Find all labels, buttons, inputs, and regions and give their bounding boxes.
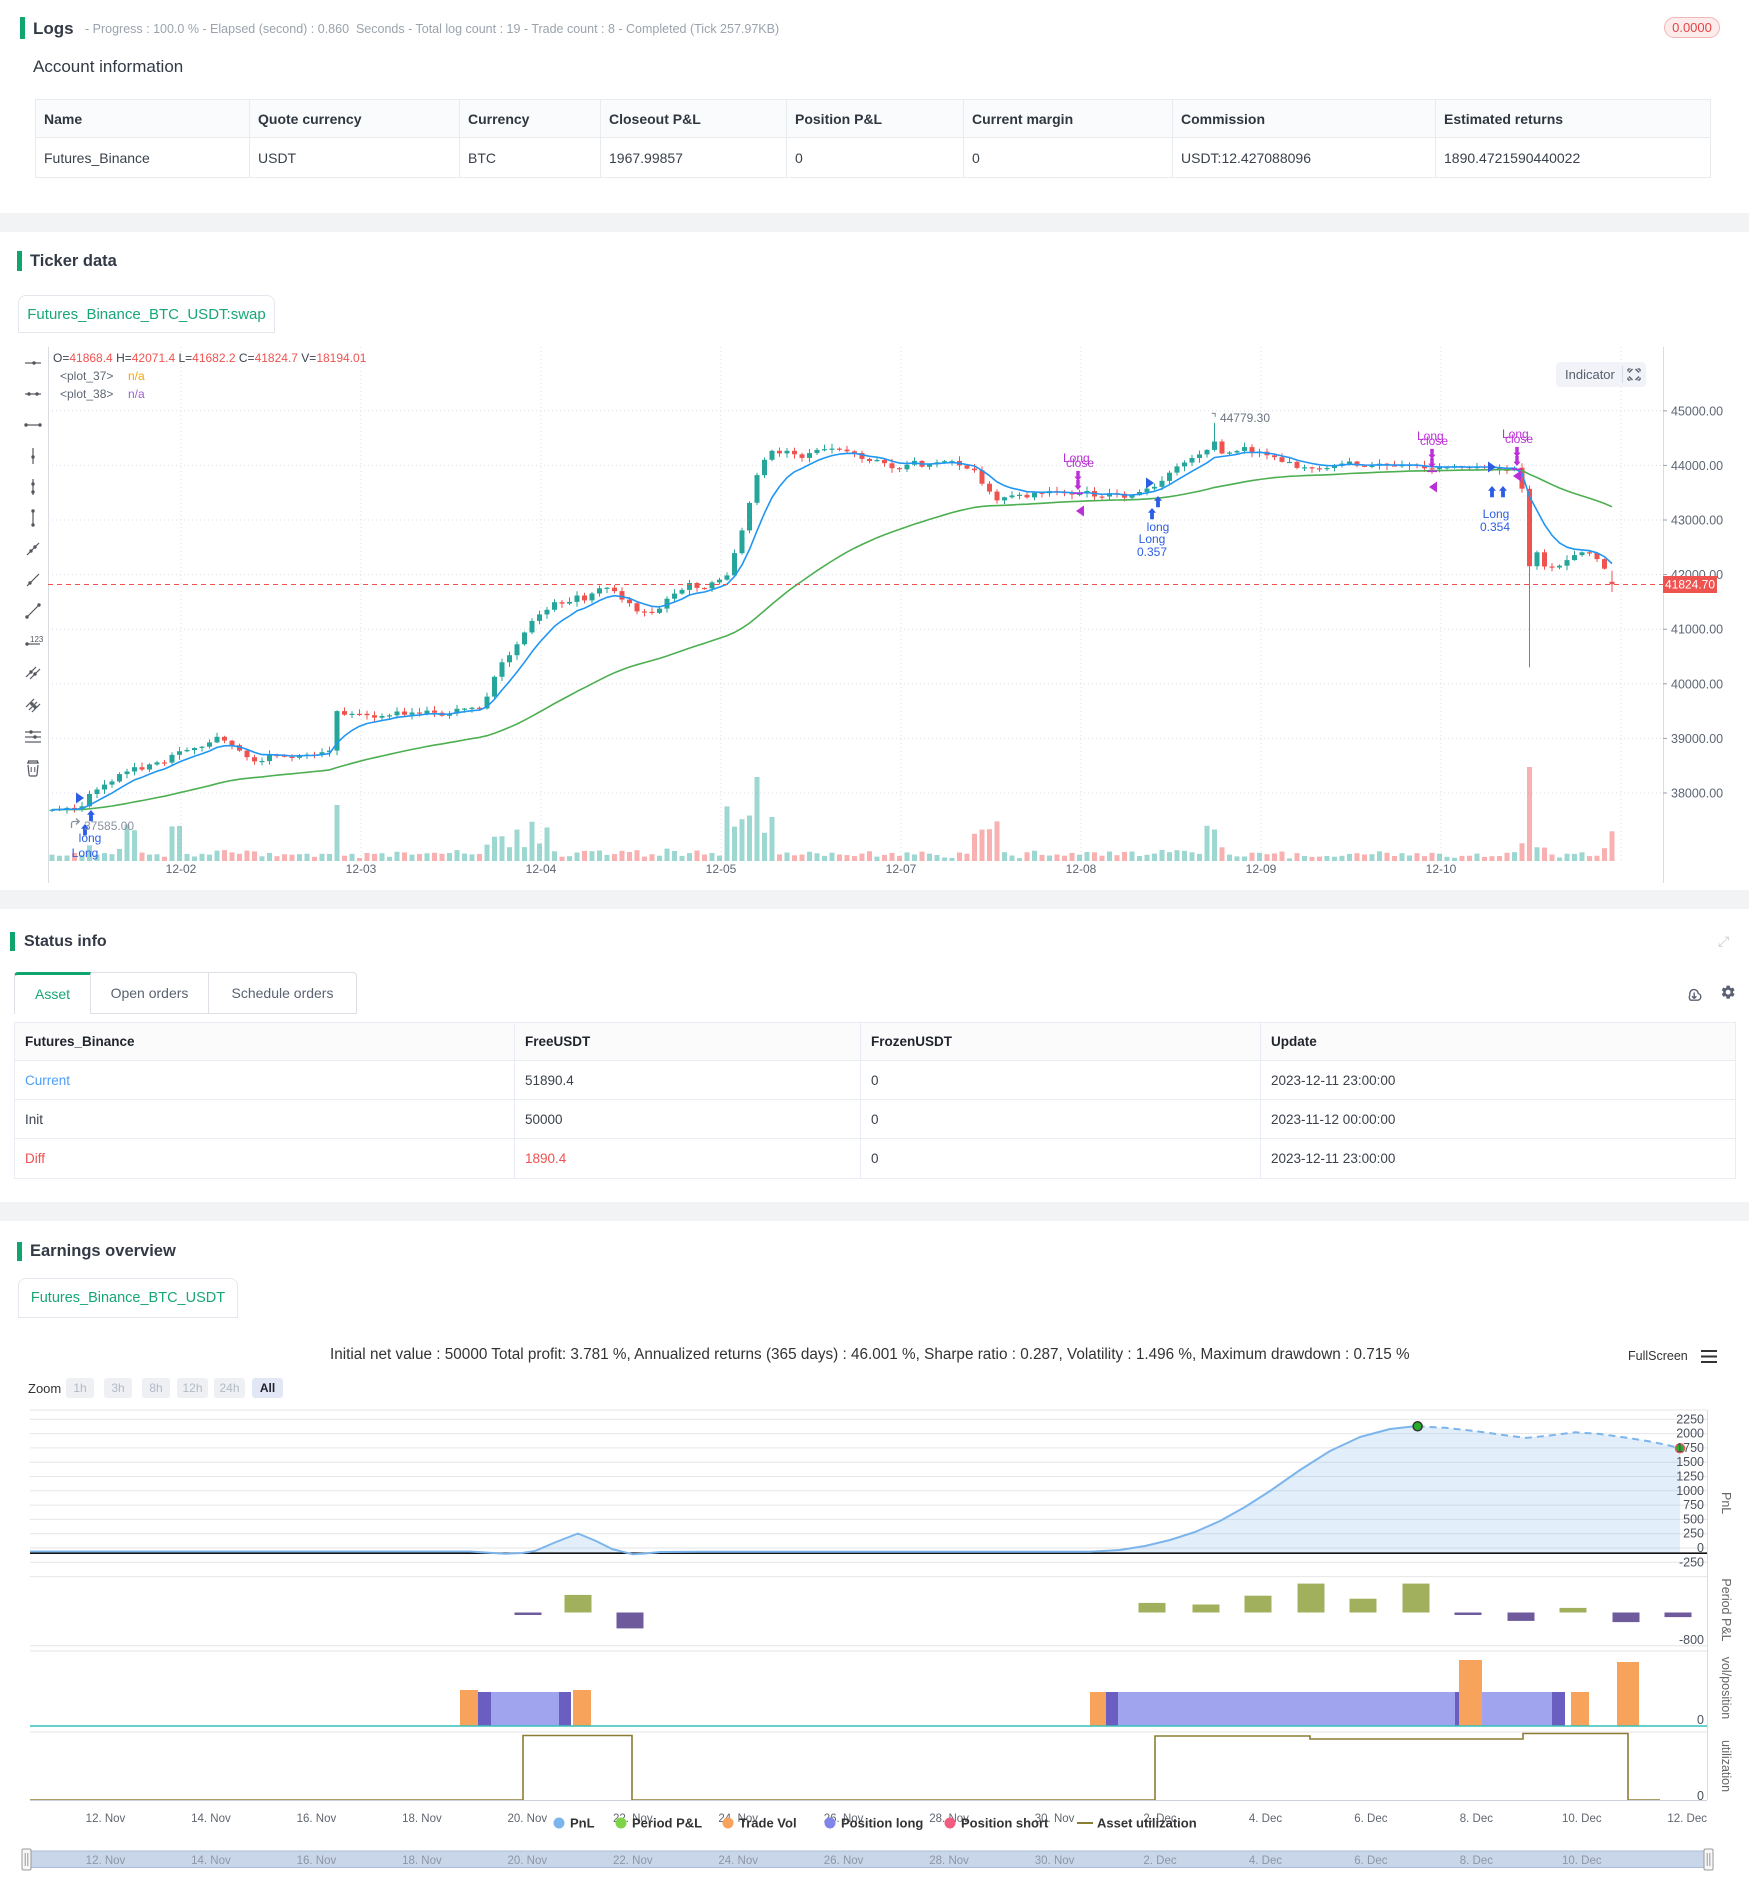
svg-text:12. Dec: 12. Dec (1667, 1813, 1707, 1825)
svg-text:1000: 1000 (1676, 1484, 1704, 1498)
svg-text:0: 0 (1697, 1789, 1704, 1803)
svg-text:<plot_37>: <plot_37> (60, 369, 113, 383)
svg-text:123: 123 (30, 635, 44, 644)
svg-text:41000.00: 41000.00 (1671, 623, 1723, 637)
svg-text:30. Nov: 30. Nov (1035, 1855, 1075, 1867)
svg-text:Period P&L: Period P&L (632, 1816, 702, 1831)
svg-text:Position long: Position long (841, 1816, 923, 1831)
svg-text:Long: Long (1139, 532, 1166, 546)
svg-text:2000: 2000 (1676, 1427, 1704, 1441)
svg-text:14. Nov: 14. Nov (191, 1813, 231, 1825)
svg-text:37585.00: 37585.00 (84, 819, 134, 833)
svg-text:41824.70: 41824.70 (1665, 578, 1715, 592)
svg-text:12-04: 12-04 (526, 862, 557, 876)
svg-text:close: close (1066, 456, 1094, 470)
svg-text:1750: 1750 (1676, 1441, 1704, 1455)
svg-text:0.354: 0.354 (1480, 520, 1510, 534)
svg-text:10. Dec: 10. Dec (1562, 1855, 1602, 1867)
svg-text:12-05: 12-05 (706, 862, 737, 876)
svg-text:Position short: Position short (961, 1816, 1049, 1831)
svg-text:Long: Long (1063, 451, 1090, 465)
svg-text:40000.00: 40000.00 (1671, 677, 1723, 691)
svg-text:⌝ 44779.30: ⌝ 44779.30 (1211, 411, 1270, 425)
svg-text:Indicator: Indicator (1565, 367, 1616, 382)
svg-text:2250: 2250 (1676, 1412, 1704, 1426)
svg-text:0: 0 (1697, 1541, 1704, 1555)
svg-text:12-03: 12-03 (346, 862, 377, 876)
svg-text:close: close (1505, 432, 1533, 446)
svg-text:O=41868.4 H=42071.4 L=41682.2: O=41868.4 H=42071.4 L=41682.2 C=41824.7 … (53, 351, 367, 365)
svg-text:Long: Long (1483, 507, 1510, 521)
svg-text:close: close (1420, 434, 1448, 448)
svg-text:long: long (79, 831, 102, 845)
svg-text:1500: 1500 (1676, 1455, 1704, 1469)
svg-text:18. Nov: 18. Nov (402, 1813, 442, 1825)
svg-text:Asset utilization: Asset utilization (1097, 1816, 1197, 1831)
svg-text:Long: Long (1502, 427, 1529, 441)
svg-text:22. Nov: 22. Nov (613, 1855, 653, 1867)
svg-text:2. Dec: 2. Dec (1143, 1813, 1176, 1825)
svg-text:8. Dec: 8. Dec (1460, 1813, 1493, 1825)
svg-text:16. Nov: 16. Nov (297, 1813, 337, 1825)
svg-text:n/a: n/a (128, 387, 145, 401)
svg-text:16. Nov: 16. Nov (297, 1855, 337, 1867)
svg-text:vol/position: vol/position (1719, 1657, 1733, 1720)
svg-text:250: 250 (1683, 1527, 1704, 1541)
svg-text:24. Nov: 24. Nov (718, 1855, 758, 1867)
svg-text:18. Nov: 18. Nov (402, 1855, 442, 1867)
svg-text:4. Dec: 4. Dec (1249, 1855, 1282, 1867)
svg-text:Trade Vol: Trade Vol (739, 1816, 797, 1831)
svg-text:PnL: PnL (1719, 1492, 1733, 1514)
svg-text:<plot_38>: <plot_38> (60, 387, 113, 401)
svg-text:43000.00: 43000.00 (1671, 514, 1723, 528)
svg-text:28. Nov: 28. Nov (929, 1855, 969, 1867)
svg-text:12-08: 12-08 (1066, 862, 1097, 876)
svg-text:long: long (1147, 520, 1170, 534)
svg-text:4. Dec: 4. Dec (1249, 1813, 1282, 1825)
svg-text:39000.00: 39000.00 (1671, 732, 1723, 746)
svg-text:20. Nov: 20. Nov (507, 1813, 547, 1825)
svg-text:44000.00: 44000.00 (1671, 459, 1723, 473)
svg-text:2. Dec: 2. Dec (1143, 1855, 1176, 1867)
svg-text:10. Dec: 10. Dec (1562, 1813, 1602, 1825)
svg-text:0: 0 (1697, 1713, 1704, 1727)
svg-text:14. Nov: 14. Nov (191, 1855, 231, 1867)
svg-text:12-07: 12-07 (886, 862, 917, 876)
svg-text:12-10: 12-10 (1426, 862, 1457, 876)
svg-text:utilization: utilization (1719, 1740, 1733, 1792)
svg-text:0.357: 0.357 (1137, 545, 1167, 559)
svg-text:12. Nov: 12. Nov (86, 1855, 126, 1867)
svg-text:Period P&L: Period P&L (1719, 1578, 1733, 1641)
svg-text:12-09: 12-09 (1246, 862, 1277, 876)
svg-text:-800: -800 (1679, 1633, 1704, 1647)
svg-text:500: 500 (1683, 1512, 1704, 1526)
svg-text:750: 750 (1683, 1498, 1704, 1512)
svg-text:12. Nov: 12. Nov (86, 1813, 126, 1825)
svg-text:26. Nov: 26. Nov (824, 1855, 864, 1867)
svg-text:PnL: PnL (570, 1816, 595, 1831)
svg-text:1250: 1250 (1676, 1470, 1704, 1484)
svg-text:8. Dec: 8. Dec (1460, 1855, 1493, 1867)
svg-text:-250: -250 (1679, 1555, 1704, 1569)
svg-text:Long: Long (1417, 429, 1444, 443)
svg-text:Long: Long (72, 846, 99, 860)
svg-text:6. Dec: 6. Dec (1354, 1855, 1387, 1867)
svg-text:38000.00: 38000.00 (1671, 787, 1723, 801)
svg-text:6. Dec: 6. Dec (1354, 1813, 1387, 1825)
svg-text:30. Nov: 30. Nov (1035, 1813, 1075, 1825)
svg-text:20. Nov: 20. Nov (507, 1855, 547, 1867)
svg-text:n/a: n/a (128, 369, 145, 383)
svg-text:12-02: 12-02 (166, 862, 197, 876)
svg-text:45000.00: 45000.00 (1671, 404, 1723, 418)
